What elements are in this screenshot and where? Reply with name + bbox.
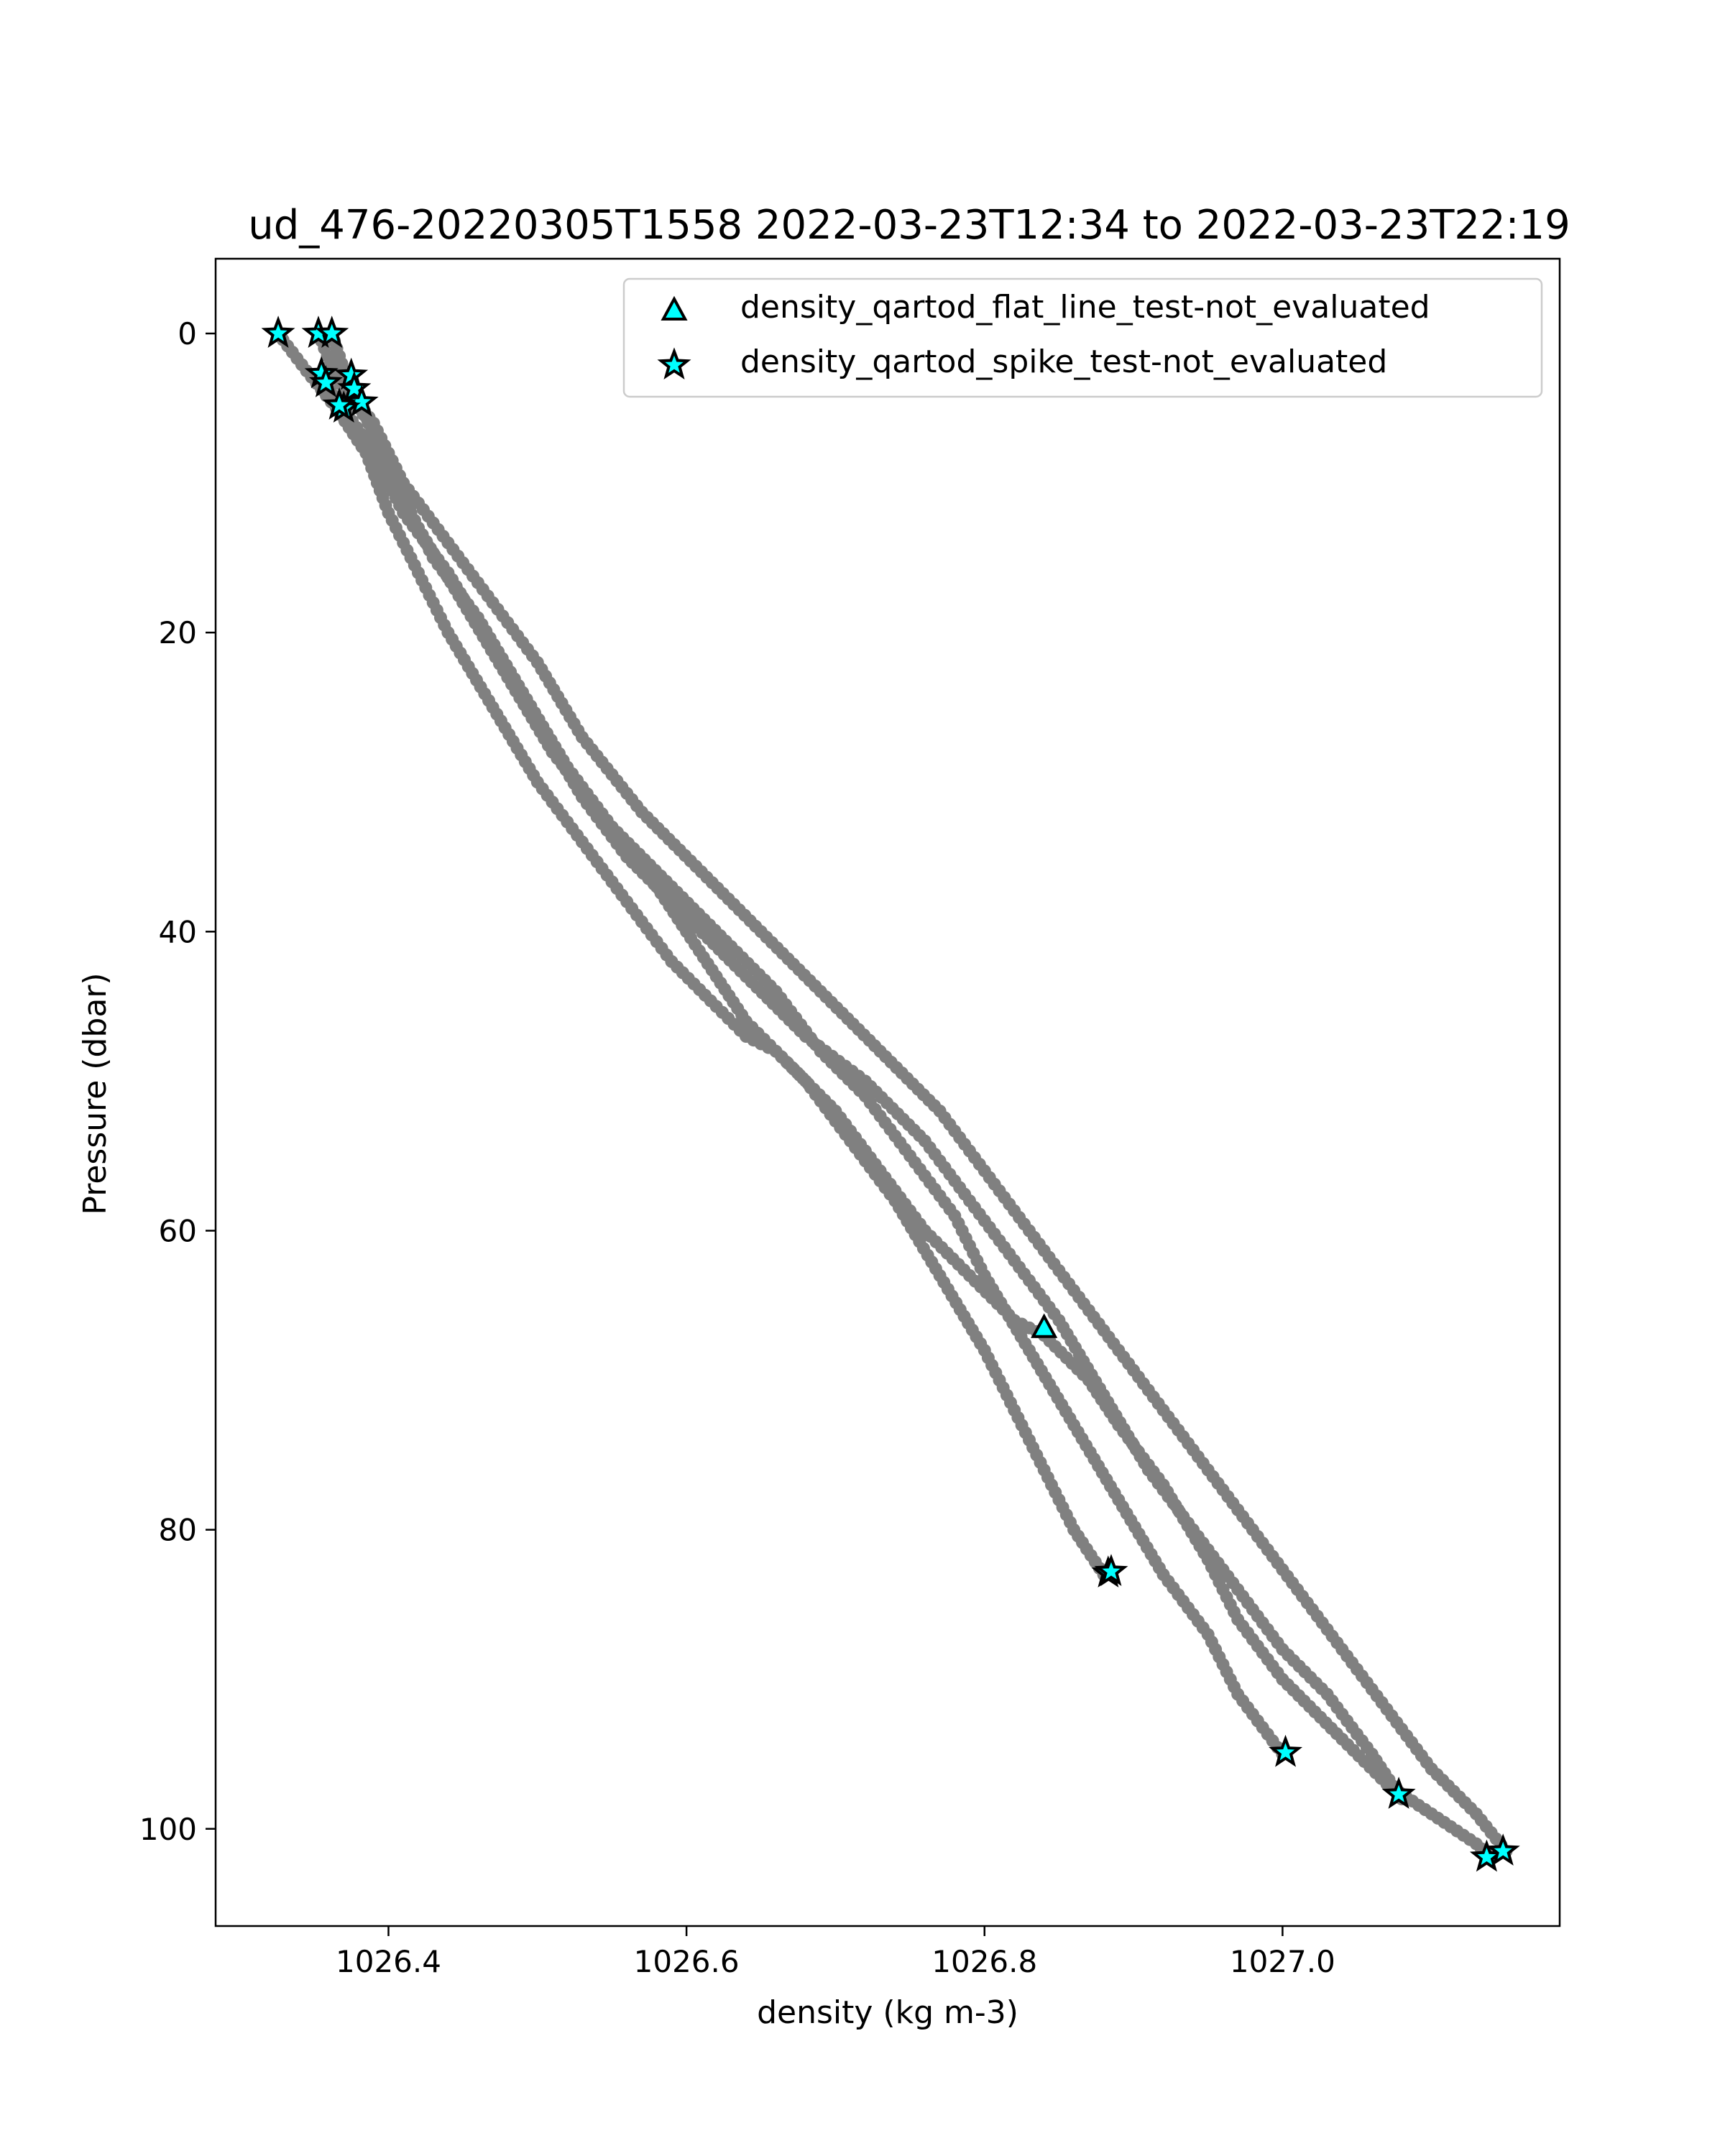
- spike-flag-marker: [1269, 1734, 1303, 1767]
- spike-flag-marker: [1486, 1833, 1520, 1866]
- x-tick-label: 1026.4: [336, 1944, 441, 1979]
- legend-star-icon: [657, 347, 691, 380]
- profiles-layer: [272, 327, 1513, 1866]
- spike-flag-marker: [322, 387, 356, 420]
- spike-flag-marker: [337, 371, 372, 404]
- spike-flag-marker: [344, 384, 379, 417]
- legend-box: [622, 277, 1543, 398]
- x-tick-label: 1026.6: [634, 1944, 740, 1979]
- legend-marker-star: [657, 347, 691, 380]
- y-tick-label: 40: [159, 914, 197, 949]
- legend-label-flat-line: density_qartod_flat_line_test-not_evalua…: [740, 289, 1430, 326]
- spike-flag-marker: [308, 365, 343, 397]
- spike-flag-marker: [1381, 1777, 1416, 1809]
- y-tick-label: 100: [139, 1812, 197, 1847]
- chart-title: ud_476-20220305T1558 2022-03-23T12:34 to…: [248, 202, 1570, 249]
- y-tick-label: 60: [159, 1213, 197, 1248]
- legend-entry-flat-line: density_qartod_flat_line_test-not_evalua…: [661, 289, 1430, 326]
- x-axis-label: density (kg m-3): [757, 1994, 1018, 2031]
- profile-4: [344, 387, 1513, 1858]
- flag-markers-layer: [261, 315, 1520, 1872]
- legend-label-spike: density_qartod_spike_test-not_evaluated: [740, 344, 1387, 380]
- x-tick-label: 1027.0: [1230, 1944, 1335, 1979]
- y-axis-label: Pressure (dbar): [77, 972, 114, 1215]
- y-tick-label: 80: [159, 1513, 197, 1548]
- y-axis: 0 20 40 60 80 100: [139, 316, 216, 1847]
- spike-flag-marker: [261, 315, 295, 349]
- profile-3: [315, 372, 1409, 1806]
- legend-marker-triangle: [661, 295, 688, 321]
- plot-frame: [214, 257, 1561, 1927]
- legend-triangle-icon: [661, 295, 688, 321]
- y-tick-label: 0: [178, 316, 197, 351]
- legend: density_qartod_flat_line_test-not_evalua…: [622, 277, 1543, 398]
- flat-line-flag-marker: [1031, 1313, 1058, 1338]
- legend-entry-spike: density_qartod_spike_test-not_evaluated: [657, 344, 1387, 380]
- spike-flag-marker: [315, 315, 349, 349]
- x-tick-label: 1026.8: [932, 1944, 1037, 1979]
- spike-flag-marker: [1094, 1554, 1128, 1586]
- y-tick-label: 20: [159, 615, 197, 650]
- x-axis: 1026.4 1026.6 1026.8 1027.0: [336, 1926, 1335, 1979]
